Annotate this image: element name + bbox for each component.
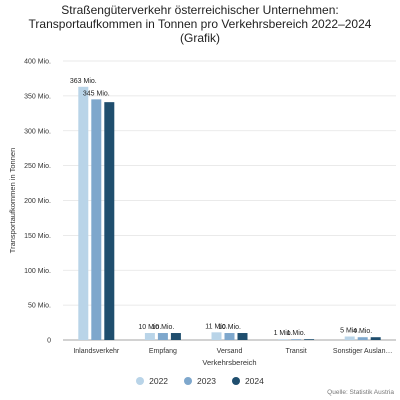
bar-2022 (278, 339, 289, 340)
data-label: 10 Mio. (218, 324, 241, 331)
data-label: 345 Mio. (83, 90, 110, 97)
source-note: Quelle: Statistik Austria (327, 389, 394, 396)
y-tick-label: 200 Mio. (24, 198, 51, 205)
legend: 2022 2023 2024 (0, 376, 400, 386)
data-label: 1 Mio. (274, 330, 293, 337)
legend-item-2024[interactable]: 2024 (231, 376, 264, 386)
bar-2022 (211, 332, 222, 340)
y-tick-label: 0 (47, 338, 51, 345)
bar-2023 (291, 339, 302, 340)
legend-item-2023[interactable]: 2023 (184, 376, 216, 386)
bar-2024 (237, 333, 248, 340)
bar-2024 (104, 102, 115, 340)
data-label: 10 Mio. (151, 324, 174, 331)
x-tick-label: Inlandsverkehr (73, 348, 120, 355)
bar-2024 (304, 339, 315, 340)
bar-2022 (344, 336, 355, 340)
bar-2023 (224, 333, 235, 340)
x-tick-label: Transit (286, 348, 307, 355)
chart-title-line-2: Transportaufkommen in Tonnen pro Verkehr… (28, 17, 372, 31)
bar-2023 (91, 99, 102, 340)
bar-2023 (357, 337, 368, 340)
x-tick-label: Versand (217, 348, 243, 355)
y-tick-label: 300 Mio. (24, 128, 51, 135)
y-tick-label: 400 Mio. (24, 59, 51, 66)
bar-2024 (170, 333, 181, 340)
x-tick-label: Empfang (149, 348, 177, 355)
legend-item-2022[interactable]: 2022 (136, 376, 168, 386)
legend-swatch-2023 (184, 377, 193, 385)
legend-label-2022: 2022 (149, 376, 169, 386)
data-label: 4 Mio. (353, 328, 372, 335)
legend-label-2023: 2023 (197, 376, 216, 386)
legend-swatch-2024 (231, 377, 240, 385)
y-tick-label: 150 Mio. (24, 233, 51, 240)
data-label: 11 Mio. (205, 323, 227, 330)
legend-swatch-2022 (136, 377, 145, 385)
chart-title: Straßengüterverkehr österreichischer Unt… (0, 3, 400, 45)
chart-title-line-1: Straßengüterverkehr österreichischer Unt… (61, 3, 339, 17)
x-tick-label: Sonstiger Auslan… (333, 348, 393, 355)
y-tick-label: 350 Mio. (24, 93, 51, 100)
bar-2024 (370, 337, 381, 340)
chart-title-line-3: (Grafik) (180, 31, 220, 45)
y-tick-label: 250 Mio. (24, 163, 51, 170)
y-tick-label: 100 Mio. (24, 268, 51, 275)
data-label: 10 Mio. (138, 324, 161, 331)
y-tick-label: 50 Mio. (28, 303, 51, 310)
bar-2022 (78, 86, 89, 341)
data-label: 363 Mio. (70, 78, 97, 85)
bar-2023 (157, 333, 168, 340)
data-label: 1 Mio. (287, 330, 306, 337)
legend-label-2024: 2024 (244, 376, 264, 386)
bar-2022 (144, 333, 155, 340)
data-label: 5 Mio. (340, 328, 359, 335)
y-axis-label: Transportaufkommen in Tonnen (8, 148, 17, 253)
x-axis-label: Verkehrsbereich (202, 358, 256, 367)
